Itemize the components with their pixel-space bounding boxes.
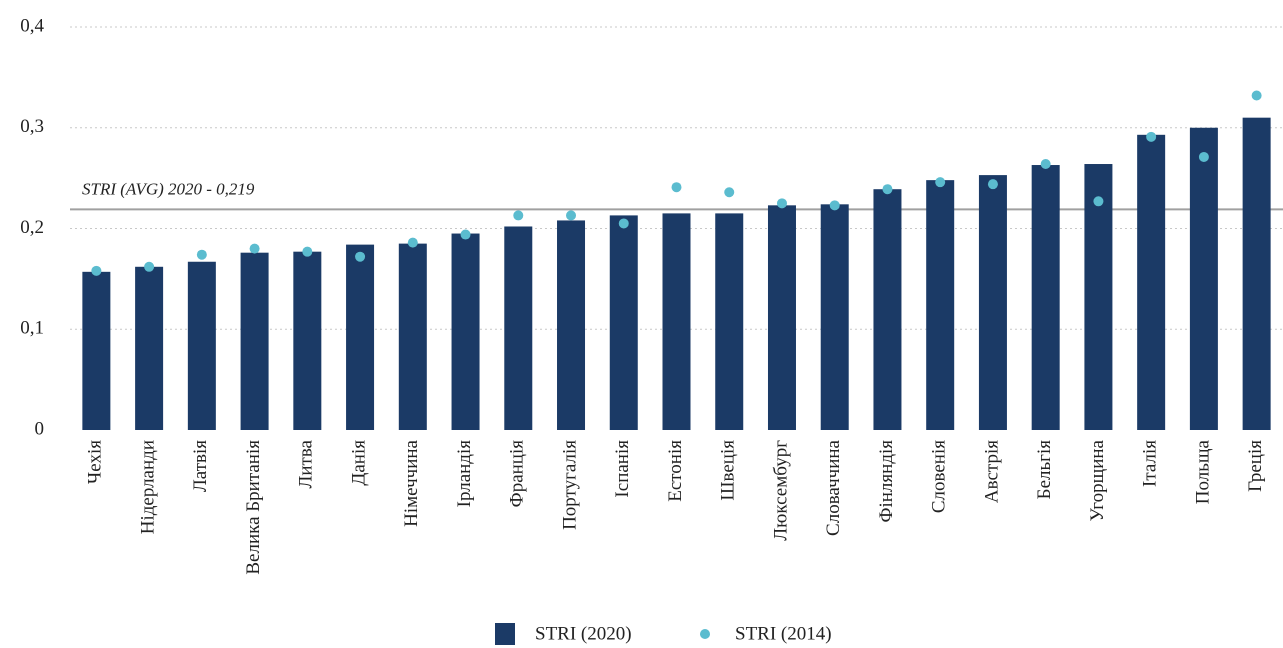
bar xyxy=(293,251,322,430)
legend-swatch xyxy=(700,629,710,639)
x-tick-label: Литва xyxy=(296,439,317,488)
x-tick-label: Данія xyxy=(348,440,369,486)
x-tick-label: Австрія xyxy=(981,440,1002,503)
bar xyxy=(662,213,691,430)
x-tick-label: Німеччина xyxy=(401,439,422,526)
dot xyxy=(355,251,366,262)
dot xyxy=(1198,151,1209,162)
x-tick-label: Греція xyxy=(1245,440,1266,492)
x-tick-label: Словенія xyxy=(929,440,950,513)
dot xyxy=(1093,196,1104,207)
bar xyxy=(1084,164,1113,430)
bar xyxy=(1189,127,1218,430)
bar xyxy=(557,220,586,430)
bar xyxy=(609,215,638,430)
x-tick-label: Чехія xyxy=(85,440,106,484)
bar xyxy=(715,213,744,430)
dot xyxy=(249,243,260,254)
bar xyxy=(978,175,1007,430)
y-tick-label: 0,3 xyxy=(20,116,44,137)
bar xyxy=(767,205,796,430)
bar xyxy=(1031,165,1060,430)
reference-label: STRI (AVG) 2020 - 0,219 xyxy=(82,179,255,198)
bar xyxy=(820,204,849,430)
dot xyxy=(144,261,155,272)
dot xyxy=(460,229,471,240)
x-tick-label: Люксембург xyxy=(770,440,791,541)
dot xyxy=(618,218,629,229)
bar xyxy=(451,233,480,430)
y-tick-label: 0 xyxy=(35,418,45,439)
dot xyxy=(776,198,787,209)
x-tick-label: Італія xyxy=(1140,440,1161,487)
dot xyxy=(566,210,577,221)
dot xyxy=(407,237,418,248)
bar xyxy=(398,243,427,430)
dot xyxy=(1251,90,1262,101)
bar xyxy=(504,226,533,430)
x-tick-label: Польща xyxy=(1192,439,1213,504)
y-tick-label: 0,1 xyxy=(20,318,44,339)
dot xyxy=(1040,159,1051,170)
bar xyxy=(1242,117,1271,431)
x-tick-label: Латвія xyxy=(190,440,211,492)
x-tick-label: Ірландія xyxy=(454,440,475,508)
dot xyxy=(987,179,998,190)
bar xyxy=(873,189,902,430)
bar xyxy=(1137,134,1166,431)
x-tick-label: Словаччина xyxy=(823,439,844,535)
x-tick-label: Франція xyxy=(507,440,528,508)
bar xyxy=(135,266,164,430)
x-tick-label: Іспанія xyxy=(612,440,633,498)
dot xyxy=(513,210,524,221)
dot xyxy=(829,200,840,211)
x-tick-label: Велика Британія xyxy=(243,440,264,575)
x-tick-label: Бельгія xyxy=(1034,440,1055,500)
dot xyxy=(671,182,682,193)
dot xyxy=(724,187,735,198)
bar xyxy=(187,261,216,430)
legend-swatch xyxy=(495,623,515,645)
dot xyxy=(1146,131,1157,142)
bar xyxy=(240,252,269,430)
x-tick-label: Нідерланди xyxy=(137,440,158,534)
y-tick-label: 0,2 xyxy=(20,217,44,238)
x-tick-label: Португалія xyxy=(559,440,580,530)
dot xyxy=(882,184,893,195)
legend-label: STRI (2020) xyxy=(535,623,632,644)
x-tick-label: Швеція xyxy=(718,440,739,501)
dot xyxy=(91,265,102,276)
y-tick-label: 0,4 xyxy=(20,15,44,36)
dot xyxy=(302,246,313,257)
dot xyxy=(935,177,946,188)
bar xyxy=(926,180,955,430)
dot xyxy=(196,249,207,260)
x-tick-label: Фінляндія xyxy=(876,440,897,523)
bar xyxy=(82,271,111,430)
x-tick-label: Естонія xyxy=(665,440,686,502)
legend-label: STRI (2014) xyxy=(735,623,832,644)
bar xyxy=(346,244,375,430)
x-tick-label: Угорщина xyxy=(1087,439,1108,521)
